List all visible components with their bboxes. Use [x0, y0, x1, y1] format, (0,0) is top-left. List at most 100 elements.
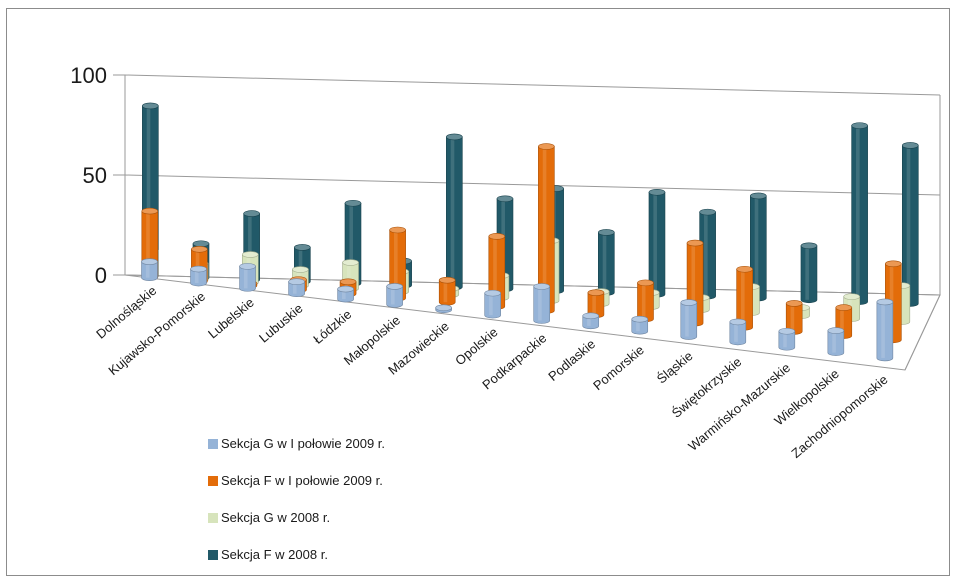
bar-top [438, 276, 456, 284]
bar-top [239, 263, 256, 270]
bar-top [488, 233, 506, 240]
bar-top [699, 208, 716, 216]
bar-body [827, 330, 845, 356]
bar-body [484, 292, 501, 319]
bar [141, 258, 158, 281]
bar-top [288, 278, 305, 286]
bar-highlight [346, 262, 351, 289]
bar-top [885, 260, 902, 268]
bar [582, 312, 600, 330]
bar [190, 265, 207, 287]
bar-top [484, 289, 501, 297]
bar [778, 327, 796, 351]
bar [637, 279, 654, 323]
x-tick-label: Lubuskie [256, 301, 306, 346]
bar-highlight [805, 245, 809, 300]
bar-top [389, 226, 406, 234]
y-tick-label: 50 [83, 163, 107, 188]
bar-highlight [292, 281, 297, 294]
bar-top [750, 192, 767, 200]
grid [113, 74, 941, 371]
legend-label: Sekcja G w I połowie 2009 r. [221, 436, 386, 451]
bar [435, 304, 452, 314]
legend-item: Sekcja F w I połowie 2009 r. [208, 473, 383, 488]
y-tick-label: 0 [95, 263, 107, 288]
bar-highlight [349, 203, 353, 284]
bar-body [876, 301, 894, 362]
bar-top [344, 199, 362, 207]
bar-highlight [754, 195, 759, 298]
bar-top [342, 259, 359, 266]
bar-top [631, 315, 649, 323]
bar-top [637, 279, 654, 287]
legend-swatch [208, 512, 218, 523]
bar-highlight [489, 293, 493, 316]
bar-highlight [243, 266, 248, 289]
legend-label: Sekcja F w 2008 r. [221, 547, 328, 562]
bar-highlight [790, 303, 795, 332]
x-tick-label: Lubelskie [205, 295, 257, 342]
legend-item: Sekcja F w 2008 r. [208, 547, 328, 562]
bar-highlight [840, 307, 844, 336]
bar-highlight [734, 321, 738, 342]
bar-highlight [783, 331, 787, 348]
bar-top [598, 229, 615, 236]
bar [239, 263, 256, 292]
bar-highlight [881, 301, 885, 358]
bar-top [587, 289, 605, 297]
bar-top [778, 327, 796, 335]
bar-top [729, 318, 747, 326]
bar-top [243, 210, 260, 217]
bar-highlight [146, 105, 151, 276]
bar-highlight [493, 236, 497, 307]
bar-highlight [542, 146, 547, 311]
bar-top [785, 300, 803, 307]
bar-highlight [685, 302, 689, 337]
bar-top [191, 245, 208, 253]
bar-highlight [194, 269, 199, 284]
bar-highlight [741, 269, 745, 328]
bar-top [686, 239, 704, 247]
floor-edge [904, 294, 941, 371]
x-tick-label: Łódzkie [310, 307, 354, 347]
legend-item: Sekcja G w I połowie 2009 r. [208, 436, 385, 451]
bar [386, 283, 403, 308]
bar-highlight [342, 289, 346, 300]
bar-highlight [394, 229, 398, 298]
bar-top [141, 207, 159, 215]
legend-item: Sekcja G w 2008 r. [208, 510, 330, 525]
bar-top [141, 258, 158, 265]
bar [631, 315, 649, 335]
bar-top [538, 143, 555, 150]
bar-top [582, 312, 600, 320]
bar-body [582, 315, 600, 330]
bar-highlight [450, 136, 455, 287]
bar-highlight [653, 192, 657, 295]
bar-top [142, 102, 159, 110]
series-4 [142, 102, 919, 307]
series-1 [141, 258, 894, 362]
bar-top [496, 195, 514, 203]
x-tick-label: Opolskie [452, 324, 500, 368]
bar-highlight [856, 125, 860, 302]
bar-highlight [636, 319, 640, 332]
bar-highlight [443, 280, 448, 303]
bar-body [533, 286, 550, 324]
y-tick-label: 100 [70, 63, 107, 88]
bar-highlight [195, 249, 200, 282]
x-tick-label: Warmińsko-Mazurskie [685, 360, 793, 454]
legend-swatch [208, 549, 218, 560]
bar [538, 143, 555, 314]
bar [438, 276, 456, 306]
bar-top [648, 188, 666, 196]
bar-top [294, 244, 311, 251]
bar [484, 289, 501, 319]
bar [598, 229, 615, 296]
bar-highlight [641, 282, 646, 319]
legend-swatch [208, 438, 218, 449]
bar-top [190, 265, 207, 273]
bar-highlight [538, 286, 542, 321]
bar-highlight [146, 211, 150, 278]
bar [851, 122, 868, 305]
x-tick-label: Podlaskie [545, 336, 598, 384]
